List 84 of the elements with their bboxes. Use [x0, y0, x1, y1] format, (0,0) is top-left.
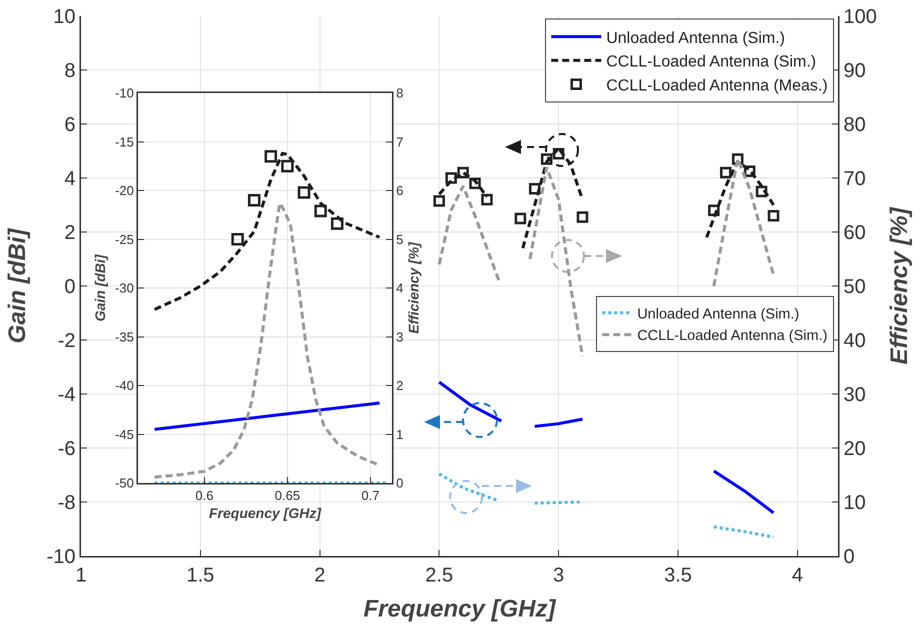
point — [528, 183, 540, 195]
x-tick-label: 3 — [553, 564, 564, 586]
x-tick-label: 2 — [314, 564, 326, 586]
y-tick-label: 0 — [64, 276, 76, 298]
x-tick-label: 2.5 — [425, 564, 454, 586]
x-tick-label: 3.5 — [664, 564, 692, 586]
point — [457, 166, 469, 178]
y-axis-title: Gain [dBi] — [4, 228, 31, 344]
y-tick-label: 10 — [53, 6, 76, 28]
point — [576, 211, 588, 223]
point — [298, 186, 310, 199]
legend-label: CCLL-Loaded Antenna (Sim.) — [637, 328, 828, 344]
x-axis-title: Frequency [GHz] — [363, 596, 557, 623]
legend-label: CCLL-Loaded Antenna (Sim.) — [606, 54, 816, 71]
x-tick-label: 0.7 — [361, 488, 380, 504]
y2-tick-label: 40 — [844, 330, 866, 352]
y-tick-label: 8 — [64, 60, 76, 82]
y-tick-label: -25 — [115, 232, 134, 247]
y-tick-label: -30 — [115, 280, 134, 296]
point — [514, 212, 526, 224]
y2-tick-label: 0 — [396, 476, 404, 491]
x-tick-label: 0.65 — [274, 488, 300, 504]
y2-tick-label: 70 — [844, 168, 866, 190]
legend-label: Unloaded Antenna (Sim.) — [637, 306, 800, 322]
y2-tick-label: 10 — [844, 492, 866, 514]
y-tick-label: -6 — [58, 438, 76, 460]
y2-tick-label: 6 — [396, 183, 404, 198]
legend-label: Unloaded Antenna (Sim.) — [606, 30, 785, 47]
y2-tick-label: 1 — [396, 426, 404, 442]
y2-tick-label: 50 — [844, 276, 866, 298]
x-tick-label: 1.5 — [186, 564, 214, 586]
point — [720, 166, 732, 178]
y-tick-label: -10 — [115, 86, 134, 101]
y2-tick-label: 3 — [396, 329, 404, 344]
y2-tick-label: 80 — [844, 114, 866, 136]
x-tick-label: 1 — [75, 564, 87, 586]
y-tick-label: -10 — [46, 546, 76, 568]
y-tick-label: 2 — [64, 222, 76, 244]
point — [469, 178, 481, 190]
point — [768, 210, 780, 222]
y-tick-label: -20 — [115, 183, 134, 198]
legend-label: CCLL-Loaded Antenna (Meas.) — [606, 77, 828, 94]
y-tick-label: -40 — [115, 378, 134, 394]
y2-tick-label: 4 — [396, 280, 404, 296]
y2-tick-label: 5 — [396, 232, 404, 247]
point — [540, 153, 552, 165]
point — [231, 233, 244, 246]
y2-tick-label: 8 — [396, 86, 404, 101]
point — [281, 160, 294, 172]
point — [481, 194, 493, 206]
point — [264, 150, 278, 163]
point — [248, 194, 260, 206]
point — [445, 172, 457, 184]
x-axis-title: Frequency [GHz] — [208, 505, 322, 522]
y-tick-label: -50 — [115, 476, 134, 491]
y2-tick-label: 2 — [396, 378, 404, 394]
y-tick-label: -8 — [58, 492, 76, 514]
y2-tick-label: 100 — [844, 6, 877, 28]
point — [744, 166, 756, 177]
y2-axis-title: Efficiency [%] — [886, 206, 913, 364]
line-series — [153, 202, 380, 479]
y2-tick-label: 30 — [844, 384, 866, 406]
point — [708, 204, 720, 216]
point — [330, 217, 344, 230]
y2-tick-label: 0 — [844, 546, 855, 568]
y2-tick-label: 20 — [844, 438, 866, 460]
y-tick-label: -35 — [115, 329, 134, 344]
point — [756, 186, 768, 198]
y-tick-label: 6 — [64, 114, 76, 136]
x-tick-label: 0.6 — [195, 488, 214, 504]
x-tick-label: 4 — [792, 564, 803, 586]
line-series — [153, 152, 382, 311]
y-axis-title: Gain [dBi] — [92, 253, 108, 322]
y-tick-label: -4 — [58, 384, 76, 406]
y2-tick-label: 7 — [396, 134, 404, 150]
y2-tick-label: 60 — [844, 222, 866, 244]
y-tick-label: -15 — [115, 134, 134, 150]
y-tick-label: 4 — [64, 168, 76, 190]
y2-axis-title: Efficiency [%] — [405, 240, 422, 334]
y2-tick-label: 90 — [844, 60, 866, 82]
y-tick-label: -45 — [115, 426, 134, 442]
point — [314, 204, 327, 218]
y-tick-label: -2 — [58, 330, 76, 352]
point — [433, 195, 445, 207]
